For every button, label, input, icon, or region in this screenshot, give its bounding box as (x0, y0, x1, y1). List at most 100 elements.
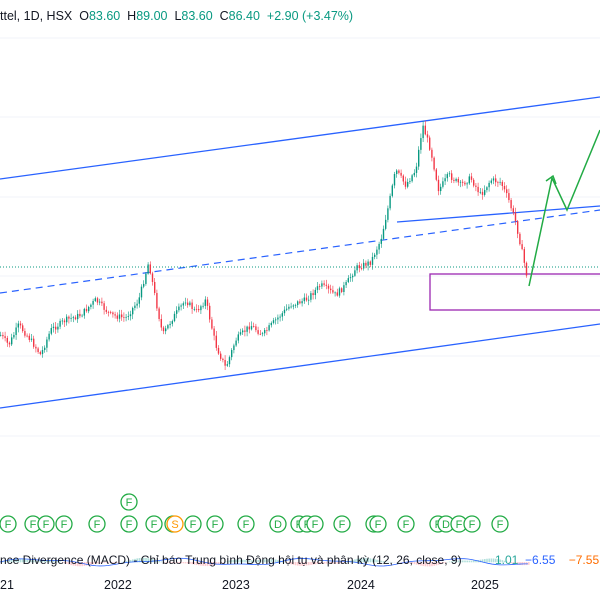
candle-body (92, 300, 94, 305)
macd-bar (235, 559, 237, 563)
candle-body (418, 149, 420, 167)
macd-bar (237, 559, 240, 563)
event-marker: D (269, 515, 287, 533)
high-value: 89.00 (136, 9, 168, 23)
candle-body (508, 193, 510, 201)
macd-bar (437, 562, 440, 565)
macd-value-1: 1.01 (495, 553, 519, 567)
macd-bar (17, 558, 20, 563)
macd-bar (305, 562, 308, 566)
macd-bar (486, 558, 488, 563)
candle-body (85, 308, 88, 312)
candle-body (156, 292, 158, 309)
event-marker-label: F (497, 519, 504, 531)
candle-body (138, 297, 140, 304)
macd-bar (374, 559, 376, 563)
macd-bar (96, 562, 99, 564)
macd-bar (28, 559, 31, 563)
macd-bar (409, 562, 411, 564)
candle-body (237, 334, 239, 341)
candle-body (437, 179, 440, 192)
candle-body (495, 178, 497, 183)
macd-bar (455, 560, 457, 563)
candle-body (277, 317, 279, 320)
macd-bar (44, 560, 46, 563)
candle-body (453, 179, 455, 181)
candle-body (321, 283, 323, 287)
candle-body (228, 357, 231, 365)
candle-body (393, 174, 396, 186)
candle-body (261, 333, 264, 335)
candle-body (420, 138, 422, 150)
event-marker: F (184, 515, 202, 533)
event-marker: F (237, 515, 255, 533)
candle-body (140, 286, 143, 298)
candle-body (169, 323, 171, 326)
candle-body (52, 326, 55, 329)
candle-body (380, 238, 382, 244)
candle-body (253, 326, 255, 327)
macd-bar (495, 558, 497, 563)
macd-bar (354, 559, 356, 563)
macd-bar (35, 560, 37, 563)
candle-body (226, 364, 228, 366)
macd-bar (332, 562, 334, 564)
macd-bar (475, 560, 477, 563)
macd-bar (46, 559, 48, 563)
macd-bar (6, 559, 9, 563)
macd-line (0, 557, 529, 567)
x-tick-label: 2024 (347, 578, 375, 592)
macd-bar (506, 561, 508, 563)
macd-bar (369, 558, 372, 563)
candle-body (134, 305, 136, 308)
macd-bar (92, 562, 94, 565)
candle-body (376, 249, 378, 255)
macd-bar (431, 562, 433, 567)
macd-bar (189, 562, 191, 564)
support-trendline (396, 205, 600, 223)
macd-bar (242, 559, 244, 563)
candle-body (173, 313, 176, 322)
macd-bar (68, 562, 70, 565)
open-label: O (79, 9, 89, 23)
macd-bar (143, 557, 145, 563)
candle-body (352, 275, 354, 278)
candle-body (272, 320, 275, 323)
candle-body (398, 170, 400, 173)
macd-bar (233, 559, 235, 563)
macd-bar (193, 562, 196, 565)
macd-bar (180, 562, 182, 564)
event-marker: F (37, 515, 55, 533)
candle-body (275, 319, 277, 321)
candle-body (136, 303, 138, 306)
macd-bar (226, 560, 229, 563)
channel-midline (0, 209, 600, 294)
candle-body (433, 157, 435, 170)
event-marker-label: F (339, 519, 346, 531)
candle-body (28, 335, 30, 340)
macd-bar (248, 560, 251, 563)
macd-bar (127, 560, 130, 563)
channel-lower-line (0, 323, 600, 409)
candle-body (332, 290, 334, 293)
macd-bar (22, 559, 24, 563)
macd-bar (37, 560, 39, 563)
candle-body (374, 254, 376, 257)
candle-body (369, 261, 371, 265)
macd-bar (105, 562, 108, 563)
close-label: C (219, 9, 229, 23)
macd-bar (468, 560, 471, 563)
macd-bar (33, 560, 35, 563)
macd-bar (277, 559, 279, 563)
macd-bar (191, 562, 193, 565)
candle-body (242, 330, 244, 333)
macd-bar (59, 561, 61, 563)
candle-body (88, 306, 90, 312)
macd-bar (378, 560, 380, 563)
candle-body (259, 333, 261, 335)
macd-bar (387, 561, 389, 563)
candle-body (407, 182, 409, 187)
macd-bar (325, 562, 328, 564)
candle-body (178, 306, 180, 311)
